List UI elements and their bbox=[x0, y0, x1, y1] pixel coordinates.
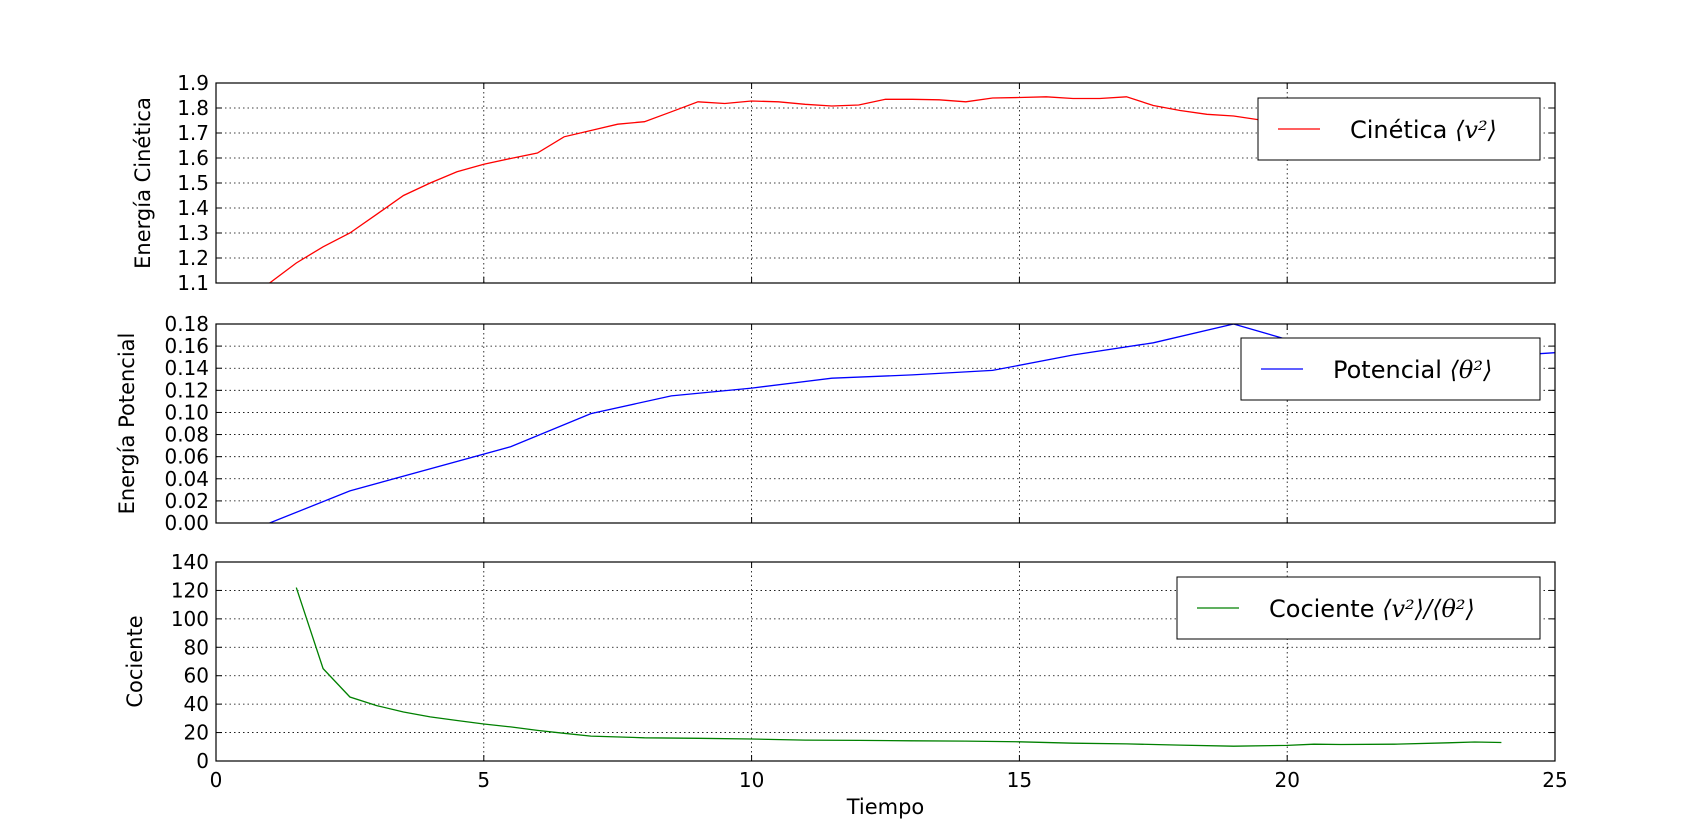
y-tick-label: 0.14 bbox=[164, 356, 209, 380]
y-tick-label: 80 bbox=[184, 635, 209, 659]
legend-label: Cociente ⟨v²⟩/⟨θ²⟩ bbox=[1269, 595, 1475, 623]
legend: Cociente ⟨v²⟩/⟨θ²⟩ bbox=[1176, 576, 1541, 640]
y-tick-label: 0.10 bbox=[164, 400, 209, 424]
y-tick-label: 0.04 bbox=[164, 467, 209, 491]
legend: Cinética ⟨v²⟩ bbox=[1257, 97, 1541, 161]
y-tick-label: 40 bbox=[184, 692, 209, 716]
y-axis-label: Energía Potencial bbox=[115, 333, 139, 515]
series-line-potencial bbox=[269, 324, 1555, 523]
x-tick-label: 5 bbox=[477, 768, 490, 792]
x-tick-label: 20 bbox=[1274, 768, 1299, 792]
axes-frame bbox=[215, 561, 1556, 762]
y-tick-label: 100 bbox=[171, 607, 209, 631]
y-tick-label: 0.16 bbox=[164, 334, 209, 358]
series-line-cinética bbox=[269, 96, 1288, 283]
x-tick-label: 10 bbox=[739, 768, 764, 792]
legend-math: ⟨v²⟩ bbox=[1455, 116, 1497, 144]
panel-1: 1.11.21.31.41.51.61.71.81.9 Energía Cinét… bbox=[131, 71, 1556, 295]
y-tick-label: 1.9 bbox=[177, 71, 209, 95]
x-tick-label: 25 bbox=[1542, 768, 1567, 792]
y-tick-label: 0 bbox=[196, 749, 209, 773]
legend-math: ⟨v²⟩/⟨θ²⟩ bbox=[1382, 595, 1475, 623]
grid bbox=[216, 324, 1555, 523]
y-axis-label: Cociente bbox=[123, 615, 147, 707]
y-tick-label: 1.5 bbox=[177, 171, 209, 195]
y-tick-label: 140 bbox=[171, 550, 209, 574]
y-tick-label: 1.7 bbox=[177, 121, 209, 145]
grid bbox=[216, 562, 1555, 761]
y-tick-label: 120 bbox=[171, 578, 209, 602]
y-tick-label: 1.4 bbox=[177, 196, 209, 220]
y-axis-label: Energía Cinética bbox=[131, 97, 155, 269]
y-tick-label: 0.08 bbox=[164, 423, 209, 447]
x-axis-label: Tiempo bbox=[846, 795, 925, 819]
y-tick-label: 1.3 bbox=[177, 221, 209, 245]
y-tick-label: 0.12 bbox=[164, 378, 209, 402]
axes-frame bbox=[215, 323, 1556, 524]
y-tick-label: 0.18 bbox=[164, 312, 209, 336]
legend-label: Potencial ⟨θ²⟩ bbox=[1333, 356, 1492, 384]
grid bbox=[216, 83, 1555, 283]
legend-math: ⟨θ²⟩ bbox=[1450, 356, 1493, 384]
y-tick-label: 1.2 bbox=[177, 246, 209, 270]
x-tick-label: 15 bbox=[1007, 768, 1032, 792]
y-tick-label: 60 bbox=[184, 664, 209, 688]
y-tick-label: 0.06 bbox=[164, 445, 209, 469]
y-tick-label: 20 bbox=[184, 721, 209, 745]
x-tick-label: 0 bbox=[210, 768, 223, 792]
panel-2: 0.000.020.040.060.080.100.120.140.160.18… bbox=[115, 312, 1556, 535]
legend-label: Cinética ⟨v²⟩ bbox=[1350, 116, 1497, 144]
y-tick-label: 1.1 bbox=[177, 271, 209, 295]
series-line-cociente bbox=[295, 587, 1502, 747]
legend: Potencial ⟨θ²⟩ bbox=[1240, 337, 1541, 401]
y-tick-label: 0.02 bbox=[164, 489, 209, 513]
y-tick-label: 1.8 bbox=[177, 96, 209, 120]
y-tick-label: 0.00 bbox=[164, 511, 209, 535]
axes-frame bbox=[215, 82, 1556, 284]
y-tick-label: 1.6 bbox=[177, 146, 209, 170]
